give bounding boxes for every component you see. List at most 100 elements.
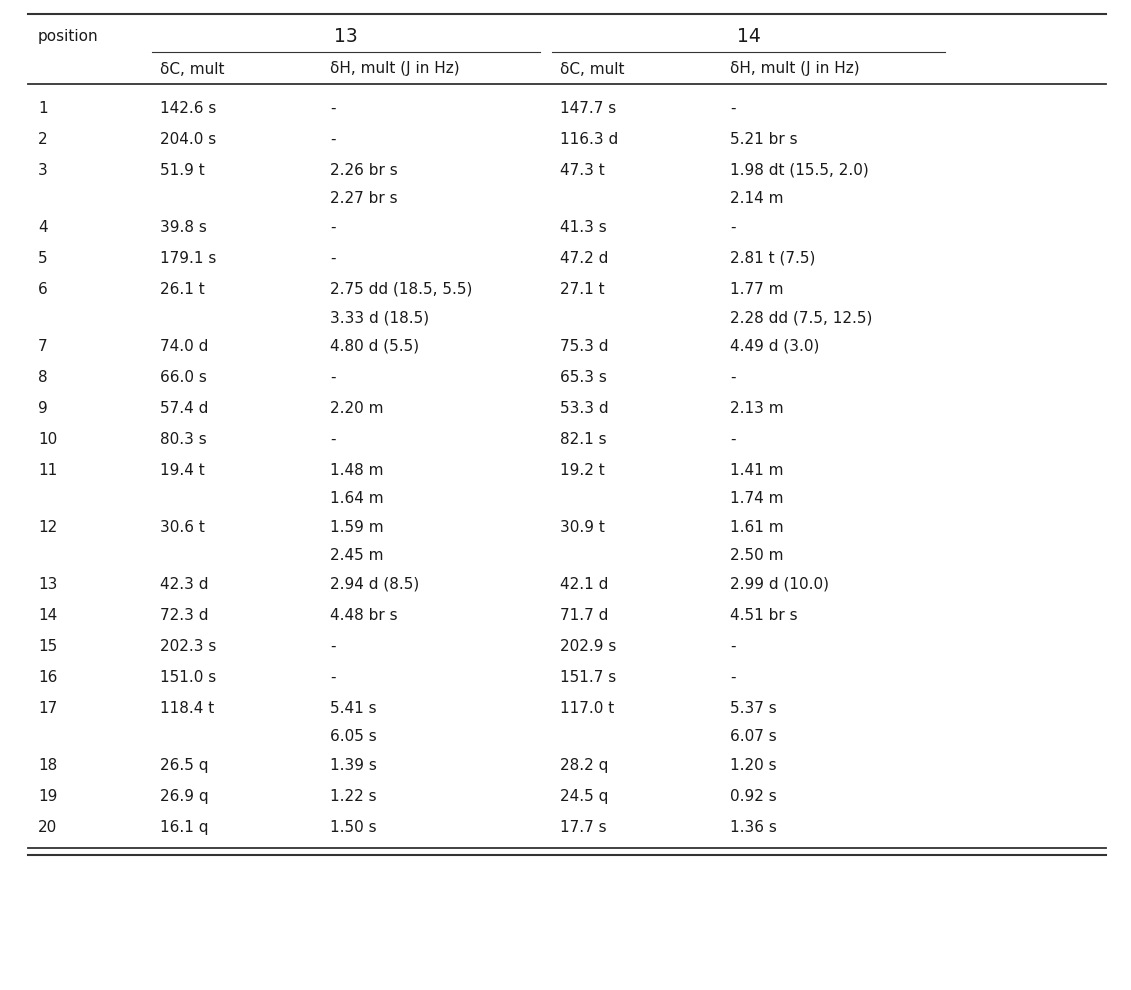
Text: 2.13 m: 2.13 m [729, 401, 784, 416]
Text: 1: 1 [38, 101, 48, 116]
Text: δC, mult: δC, mult [159, 61, 224, 76]
Text: 72.3 d: 72.3 d [159, 608, 208, 623]
Text: 19: 19 [38, 789, 58, 804]
Text: 1.59 m: 1.59 m [330, 520, 383, 535]
Text: 47.3 t: 47.3 t [560, 162, 605, 177]
Text: 13: 13 [38, 576, 58, 592]
Text: 179.1 s: 179.1 s [159, 250, 216, 265]
Text: -: - [729, 101, 735, 116]
Text: -: - [330, 220, 336, 235]
Text: 26.9 q: 26.9 q [159, 789, 208, 804]
Text: 28.2 q: 28.2 q [560, 757, 608, 772]
Text: -: - [729, 220, 735, 235]
Text: 3.33 d (18.5): 3.33 d (18.5) [330, 310, 429, 325]
Text: 12: 12 [38, 520, 58, 535]
Text: 5.21 br s: 5.21 br s [729, 132, 797, 147]
Text: 4: 4 [38, 220, 48, 235]
Text: 2.26 br s: 2.26 br s [330, 162, 398, 177]
Text: -: - [330, 669, 336, 685]
Text: 2.75 dd (18.5, 5.5): 2.75 dd (18.5, 5.5) [330, 281, 473, 297]
Text: 2.81 t (7.5): 2.81 t (7.5) [729, 250, 815, 265]
Text: 53.3 d: 53.3 d [560, 401, 608, 416]
Text: -: - [729, 639, 735, 653]
Text: 7: 7 [38, 339, 48, 353]
Text: 19.2 t: 19.2 t [560, 462, 605, 477]
Text: 71.7 d: 71.7 d [560, 608, 608, 623]
Text: 41.3 s: 41.3 s [560, 220, 606, 235]
Text: 51.9 t: 51.9 t [159, 162, 205, 177]
Text: 17.7 s: 17.7 s [560, 820, 606, 835]
Text: 14: 14 [38, 608, 58, 623]
Text: 142.6 s: 142.6 s [159, 101, 216, 116]
Text: 2: 2 [38, 132, 48, 147]
Text: 82.1 s: 82.1 s [560, 432, 606, 446]
Text: -: - [330, 132, 336, 147]
Text: δC, mult: δC, mult [560, 61, 624, 76]
Text: -: - [330, 101, 336, 116]
Text: 151.0 s: 151.0 s [159, 669, 216, 685]
Text: 1.22 s: 1.22 s [330, 789, 377, 804]
Text: -: - [330, 250, 336, 265]
Text: 6.07 s: 6.07 s [729, 729, 777, 744]
Text: 30.6 t: 30.6 t [159, 520, 205, 535]
Text: 1.74 m: 1.74 m [729, 491, 784, 506]
Text: 17: 17 [38, 701, 58, 716]
Text: -: - [330, 369, 336, 385]
Text: 4.51 br s: 4.51 br s [729, 608, 797, 623]
Text: 147.7 s: 147.7 s [560, 101, 616, 116]
Text: 5.37 s: 5.37 s [729, 701, 777, 716]
Text: 42.1 d: 42.1 d [560, 576, 608, 592]
Text: -: - [729, 432, 735, 446]
Text: 6.05 s: 6.05 s [330, 729, 377, 744]
Text: 57.4 d: 57.4 d [159, 401, 208, 416]
Text: 1.50 s: 1.50 s [330, 820, 377, 835]
Text: -: - [330, 639, 336, 653]
Text: 2.28 dd (7.5, 12.5): 2.28 dd (7.5, 12.5) [729, 310, 872, 325]
Text: 1.36 s: 1.36 s [729, 820, 777, 835]
Text: 42.3 d: 42.3 d [159, 576, 208, 592]
Text: 2.27 br s: 2.27 br s [330, 191, 398, 206]
Text: 5: 5 [38, 250, 48, 265]
Text: 2.14 m: 2.14 m [729, 191, 784, 206]
Text: 0.92 s: 0.92 s [729, 789, 777, 804]
Text: 1.41 m: 1.41 m [729, 462, 784, 477]
Text: 74.0 d: 74.0 d [159, 339, 208, 353]
Text: 118.4 t: 118.4 t [159, 701, 214, 716]
Text: δH, mult (J in Hz): δH, mult (J in Hz) [330, 61, 459, 76]
Text: 24.5 q: 24.5 q [560, 789, 608, 804]
Text: 16.1 q: 16.1 q [159, 820, 208, 835]
Text: 75.3 d: 75.3 d [560, 339, 608, 353]
Text: 1.77 m: 1.77 m [729, 281, 784, 297]
Text: 204.0 s: 204.0 s [159, 132, 216, 147]
Text: 1.64 m: 1.64 m [330, 491, 383, 506]
Text: 1.20 s: 1.20 s [729, 757, 777, 772]
Text: 14: 14 [736, 27, 760, 46]
Text: 65.3 s: 65.3 s [560, 369, 607, 385]
Text: 27.1 t: 27.1 t [560, 281, 605, 297]
Text: -: - [729, 669, 735, 685]
Text: 18: 18 [38, 757, 58, 772]
Text: δH, mult (J in Hz): δH, mult (J in Hz) [729, 61, 860, 76]
Text: 19.4 t: 19.4 t [159, 462, 205, 477]
Text: -: - [330, 432, 336, 446]
Text: 117.0 t: 117.0 t [560, 701, 614, 716]
Text: 1.61 m: 1.61 m [729, 520, 784, 535]
Text: 15: 15 [38, 639, 58, 653]
Text: 4.80 d (5.5): 4.80 d (5.5) [330, 339, 420, 353]
Text: 151.7 s: 151.7 s [560, 669, 616, 685]
Text: 30.9 t: 30.9 t [560, 520, 605, 535]
Text: 20: 20 [38, 820, 58, 835]
Text: 202.9 s: 202.9 s [560, 639, 616, 653]
Text: 11: 11 [38, 462, 58, 477]
Text: 10: 10 [38, 432, 58, 446]
Text: 80.3 s: 80.3 s [159, 432, 207, 446]
Text: 9: 9 [38, 401, 48, 416]
Text: 1.98 dt (15.5, 2.0): 1.98 dt (15.5, 2.0) [729, 162, 869, 177]
Text: 4.48 br s: 4.48 br s [330, 608, 398, 623]
Text: 66.0 s: 66.0 s [159, 369, 207, 385]
Text: -: - [729, 369, 735, 385]
Text: 2.45 m: 2.45 m [330, 548, 383, 563]
Text: 6: 6 [38, 281, 48, 297]
Text: 1.39 s: 1.39 s [330, 757, 377, 772]
Text: 47.2 d: 47.2 d [560, 250, 608, 265]
